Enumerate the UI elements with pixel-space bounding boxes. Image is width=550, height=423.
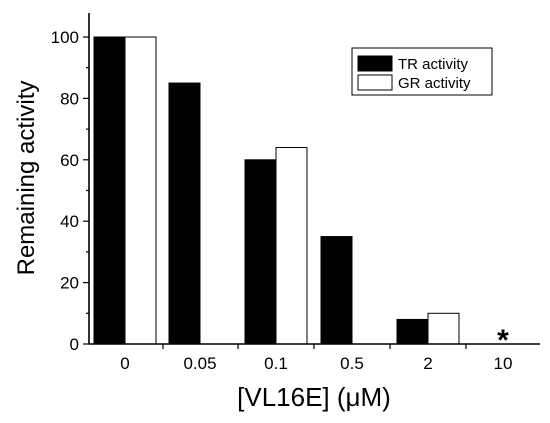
gr-bar-0.1 [276, 148, 307, 344]
tr-bar-2 [397, 319, 428, 344]
y-tick-label-80: 80 [60, 89, 79, 108]
tr-bar-0.5 [321, 237, 352, 344]
annotations: * [497, 324, 509, 357]
y-ticks: 0 20 40 60 80 100 [51, 28, 89, 354]
gr-bar-0 [125, 37, 156, 344]
gr-bar-2 [428, 313, 459, 344]
tr-bar-0.1 [245, 160, 276, 344]
y-tick-label-100: 100 [51, 28, 79, 47]
y-tick-label-20: 20 [60, 274, 79, 293]
x-tick-label-0.5: 0.5 [340, 354, 364, 373]
tr-bar-0.05 [169, 83, 200, 344]
y-axis-label: Remaining activity [13, 81, 40, 276]
legend-label-gr: GR activity [398, 75, 471, 92]
y-tick-label-40: 40 [60, 212, 79, 231]
x-tick-label-2: 2 [423, 354, 432, 373]
legend: TR activity GR activity [352, 48, 492, 95]
y-tick-label-60: 60 [60, 151, 79, 170]
legend-swatch-gr [358, 75, 392, 90]
x-tick-label-0.05: 0.05 [183, 354, 216, 373]
tr-bar-0 [94, 37, 125, 344]
legend-label-tr: TR activity [398, 56, 469, 73]
x-axis-label: [VL16E] (μM) [237, 382, 391, 412]
x-ticks: 0 0.05 0.1 0.5 2 10 [120, 344, 512, 373]
legend-swatch-tr [358, 56, 392, 71]
y-tick-label-0: 0 [70, 335, 79, 354]
annotation-asterisk: * [497, 324, 509, 357]
x-tick-label-0: 0 [120, 354, 129, 373]
x-tick-label-0.1: 0.1 [264, 354, 288, 373]
